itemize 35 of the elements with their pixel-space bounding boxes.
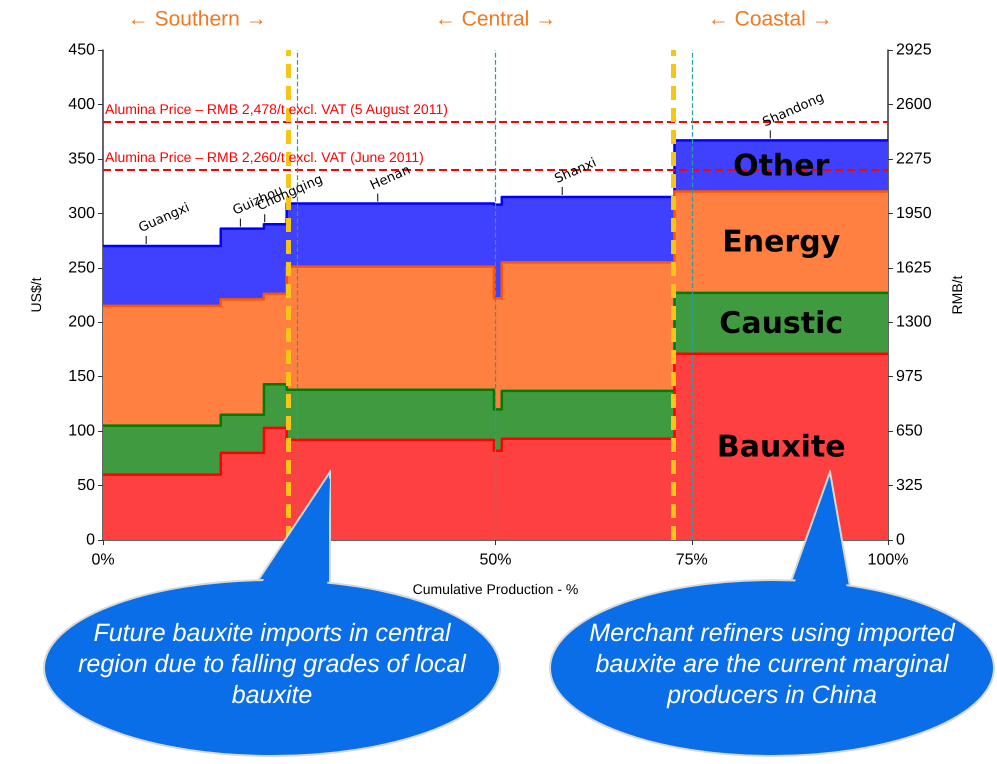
y-axis-title: US$/t [28,277,44,313]
text: Merchant refiners using imported bauxite are the current marginal producers in China [588,618,956,711]
text: ← Central → [434,8,556,30]
y-tick-label: 450 [68,42,96,58]
y-tick-label: 50 [77,477,96,494]
y2-tick-label: 0 [896,532,905,548]
y2-tick-label: 1625 [896,259,932,276]
y-tick-label: 250 [68,259,96,276]
y2-axis-title: RMB/t [949,275,965,314]
text: ← Southern → [128,8,267,30]
y2-tick-label: 2600 [896,96,932,113]
x-tick-label: 50% [479,552,512,568]
series-label: Bauxite [716,429,846,464]
y-tick-label: 200 [68,314,96,331]
series-label: Energy [722,224,841,260]
y2-tick-label: 1950 [896,204,932,222]
x-axis-title: Cumulative Production - % [412,581,578,597]
y-tick-label: 400 [68,96,96,113]
series-label: Caustic [719,306,844,341]
text: ← Coastal → [708,8,833,30]
text: Future bauxite imports in central region due to falling grades of local bauxite [77,618,468,711]
y-tick-label: 100 [68,422,96,440]
y-tick-label: 300 [68,204,96,222]
y2-tick-label: 975 [896,368,923,386]
y2-tick-label: 650 [896,422,923,440]
x-tick-label: 0% [91,552,115,568]
y2-tick-label: 325 [896,477,923,494]
x-tick-label: 75% [676,552,708,568]
y2-tick-label: 2925 [896,42,932,58]
y2-tick-label: 1300 [896,314,932,331]
y-tick-label: 150 [68,368,96,386]
y-tick-label: 350 [68,150,96,168]
y-tick-label: 0 [86,532,96,548]
y2-tick-label: 2275 [896,150,932,168]
x-tick-label: 100% [868,552,908,568]
